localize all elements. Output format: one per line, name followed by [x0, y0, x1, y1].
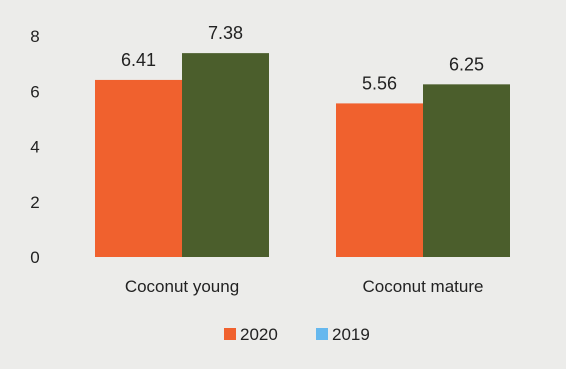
x-axis-categories: Coconut young Coconut mature — [125, 277, 484, 296]
category-label: Coconut mature — [363, 277, 484, 296]
data-label: 5.56 — [362, 73, 397, 93]
legend-swatch-2020 — [224, 328, 236, 340]
data-labels: 6.41 7.38 5.56 6.25 — [121, 23, 484, 93]
data-label: 7.38 — [208, 23, 243, 43]
y-tick-label: 2 — [30, 193, 39, 212]
y-tick-label: 6 — [30, 82, 39, 101]
legend-label-2019: 2019 — [332, 325, 370, 344]
y-tick-label: 0 — [30, 248, 39, 267]
legend-label-2020: 2020 — [240, 325, 278, 344]
legend-swatch-2019 — [316, 328, 328, 340]
y-tick-label: 8 — [30, 27, 39, 46]
bar-2020-mature — [336, 103, 423, 257]
category-label: Coconut young — [125, 277, 239, 296]
y-axis-ticks: 0 2 4 6 8 — [30, 27, 39, 267]
bar-2020-young — [95, 79, 182, 257]
legend: 2020 2019 — [224, 325, 370, 344]
y-tick-label: 4 — [30, 138, 39, 157]
data-label: 6.41 — [121, 50, 156, 70]
data-label: 6.25 — [449, 54, 484, 74]
bar-2019-young — [182, 53, 269, 257]
bar-2019-mature — [423, 84, 510, 257]
bars — [95, 53, 510, 257]
